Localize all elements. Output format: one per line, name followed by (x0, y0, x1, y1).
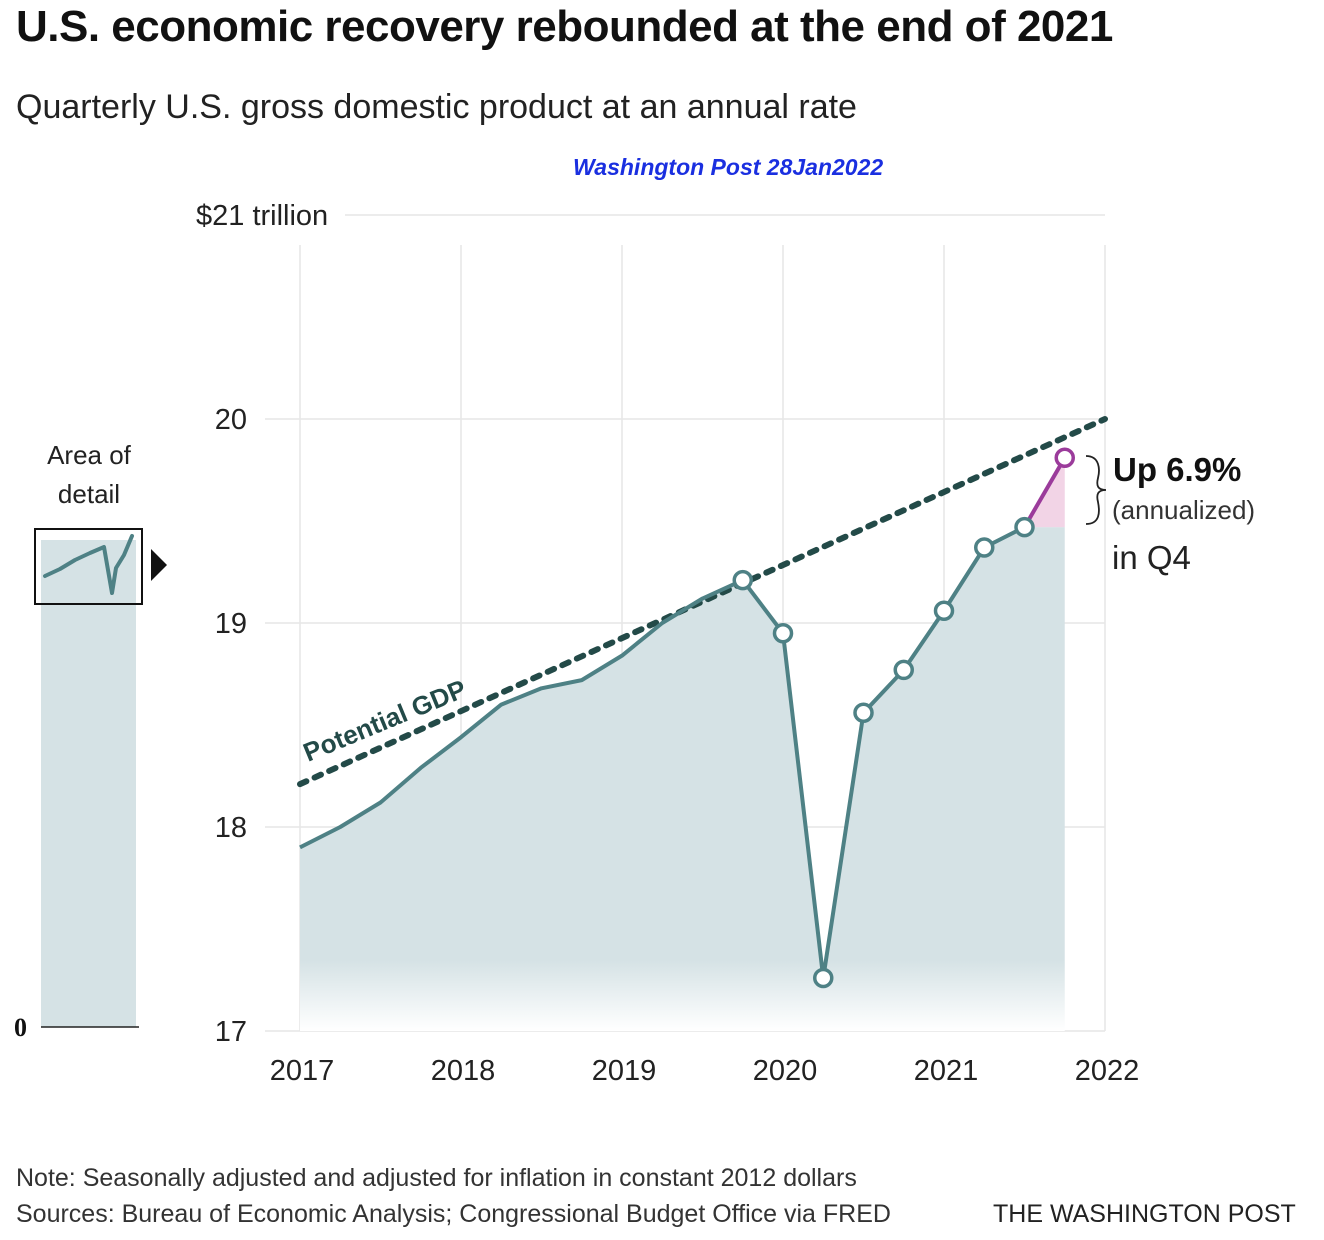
data-point-marker: 2020 Q2: 17.26 (813, 967, 834, 989)
data-point-marker: 2021 Q1: 19.06 (933, 600, 955, 622)
y-tick-label: 19 (215, 608, 247, 640)
gdp-area-fill (300, 527, 1065, 1031)
chart-title: U.S. economic recovery rebounded at the … (16, 2, 1113, 51)
footer-brand: THE WASHINGTON POST (993, 1200, 1296, 1228)
pointer-arrow-icon (151, 549, 167, 581)
x-tick-label: 2022 (1075, 1055, 1140, 1087)
highlight-headline: Up 6.9% (1113, 451, 1241, 488)
inset-overview: Area of detail 0 (14, 440, 167, 1042)
x-tick-label: 2020 (753, 1055, 818, 1087)
data-point-marker: 2021 Q3: 19.47 (1014, 516, 1035, 538)
potential-gdp-series (297, 416, 1108, 788)
y-axis: 17 18 19 20 $21 trillion (196, 200, 328, 1048)
highlight-period: in Q4 (1112, 539, 1191, 576)
inset-line (43, 534, 134, 595)
credit-label: Washington Post 28Jan2022 (573, 154, 884, 180)
x-axis: 2017 2018 2019 2020 2021 2022 (270, 1055, 1140, 1087)
inset-area (41, 540, 136, 1027)
data-point-marker: 2020 Q1: 18.95 (772, 622, 794, 644)
x-tick-label: 2019 (592, 1055, 657, 1087)
data-point-marker: 2021 Q2: 19.37 (974, 537, 995, 558)
inset-detail-box (34, 528, 143, 605)
footer-note: Note: Seasonally adjusted and adjusted f… (16, 1164, 857, 1192)
data-point-marker: 2020 Q3: 18.56 (853, 702, 874, 724)
y-tick-label: 20 (215, 404, 247, 436)
brace-icon (1085, 455, 1107, 525)
inset-label-line1: Area of (47, 440, 132, 470)
x-tick-label: 2017 (270, 1055, 335, 1087)
x-tick-label: 2018 (431, 1055, 496, 1087)
x-tick-label: 2021 (914, 1055, 979, 1087)
gdp-markers: 2019 Q4: 19.21 2020 Q1: 18.95 2020 Q2: 17.… (732, 447, 1075, 989)
inset-label-line2: detail (58, 479, 120, 509)
highlight-subtext: (annualized) (1112, 495, 1255, 525)
data-point-marker: 2019 Q4: 19.21 (732, 569, 753, 591)
footer-sources: Sources: Bureau of Economic Analysis; Co… (16, 1200, 891, 1228)
data-point-marker: 2020 Q4: 18.77 (893, 659, 914, 681)
chart-subtitle: Quarterly U.S. gross domestic product at… (16, 88, 857, 126)
highlight-annotation: Up 6.9% (annualized) in Q4 (1085, 451, 1255, 576)
y-tick-label: 18 (215, 812, 247, 844)
y-tick-label: 17 (215, 1016, 247, 1048)
y-tick-label: $21 trillion (196, 200, 328, 232)
data-point-marker: 2021 Q4: 19.81 (1054, 447, 1075, 469)
inset-zero-label: 0 (14, 1013, 27, 1042)
potential-gdp-line (297, 416, 1108, 788)
gdp-area (300, 457, 1065, 1031)
gdp-q4-line (1022, 456, 1067, 529)
